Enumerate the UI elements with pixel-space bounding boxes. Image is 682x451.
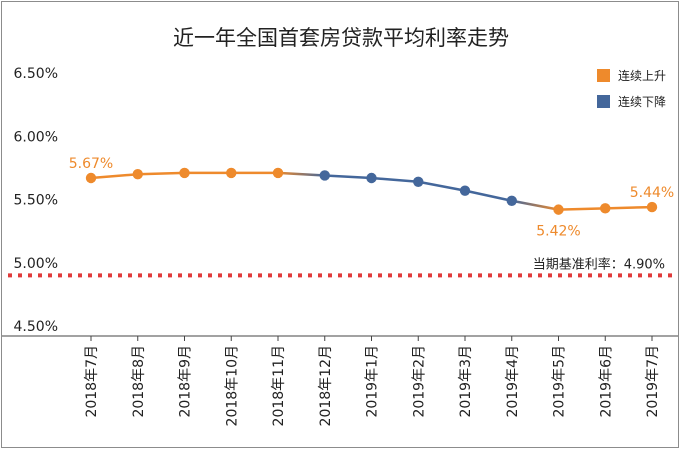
data-point [413, 176, 424, 187]
y-tick-label: 5.50% [14, 193, 58, 209]
x-tick-label: 2018年7月 [84, 345, 100, 418]
data-point [85, 172, 97, 184]
x-tick-label: 2019年3月 [458, 345, 474, 418]
data-point [179, 167, 190, 179]
legend-label: 连续上升 [618, 68, 666, 83]
y-tick-label: 6.00% [14, 129, 58, 145]
x-tick-label: 2019年6月 [598, 345, 614, 418]
data-point [506, 195, 517, 206]
legend-label: 连续下降 [618, 94, 666, 109]
x-tick-label: 2019年4月 [505, 345, 521, 418]
line-segment [323, 174, 373, 180]
legend-swatch [597, 95, 610, 108]
x-tick-label: 2019年5月 [552, 345, 568, 418]
data-point [272, 167, 284, 179]
line-segment [557, 207, 607, 211]
data-point [553, 204, 564, 215]
x-tick-label: 2018年11月 [271, 345, 287, 426]
data-labels: 5.67% 5.42% 5.44% [69, 156, 674, 240]
reference-line-group: 当期基准利率：4.90% [8, 256, 676, 278]
x-axis-ticks: 2018年7月 2018年8月 2018年9月 2018年10月 2018年11月 201… [84, 336, 661, 426]
data-point [319, 170, 330, 181]
line-segment [463, 189, 513, 203]
line-segment [276, 171, 326, 177]
line-segment [370, 176, 420, 184]
data-label: 5.67% [69, 156, 113, 172]
data-point [646, 201, 658, 213]
x-tick-label: 2018年8月 [131, 345, 147, 418]
line-segment [136, 171, 186, 176]
data-point [366, 172, 377, 184]
x-tick-label: 2019年2月 [411, 345, 427, 418]
data-point [132, 169, 143, 180]
data-point [600, 203, 611, 214]
line-segment [89, 172, 139, 180]
x-tick-label: 2018年12月 [318, 345, 334, 426]
line-segment [604, 205, 654, 210]
x-tick-label: 2018年10月 [224, 345, 240, 426]
legend-swatch [597, 69, 610, 82]
y-tick-label: 5.00% [14, 256, 58, 272]
line-segment [510, 199, 560, 211]
reference-line-label: 当期基准利率：4.90% [533, 256, 665, 272]
data-point [226, 167, 237, 179]
x-tick-label: 2018年9月 [178, 345, 194, 418]
x-tick-label: 2019年7月 [645, 345, 661, 418]
line-segment [417, 180, 467, 192]
y-axis: 4.50% 5.00% 5.50% 6.00% 6.50% [14, 66, 58, 335]
series-line [89, 171, 654, 211]
chart-title: 近一年全国首套房贷款平均利率走势 [173, 26, 509, 50]
y-tick-label: 6.50% [14, 66, 58, 82]
series-points [85, 167, 658, 215]
data-label: 5.44% [630, 185, 674, 201]
data-point [459, 185, 471, 196]
x-tick-label: 2019年1月 [365, 345, 381, 418]
data-label: 5.42% [536, 224, 580, 240]
y-tick-label: 4.50% [14, 319, 58, 335]
